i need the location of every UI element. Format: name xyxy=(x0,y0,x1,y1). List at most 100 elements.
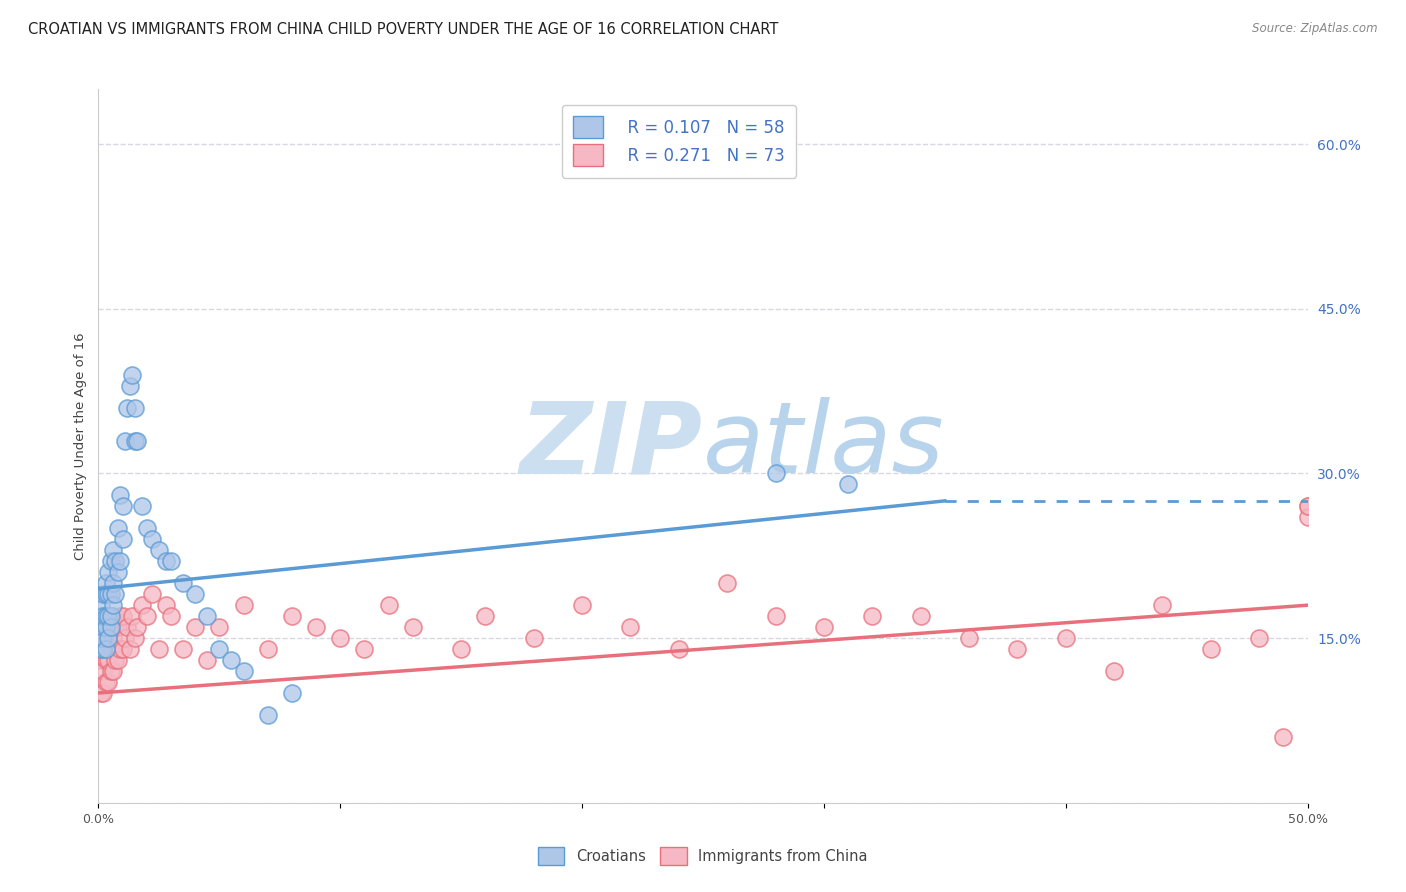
Point xyxy=(108,554,131,568)
Point xyxy=(1296,500,1319,514)
Point xyxy=(377,598,399,612)
Point xyxy=(100,642,122,657)
Text: CROATIAN VS IMMIGRANTS FROM CHINA CHILD POVERTY UNDER THE AGE OF 16 CORRELATION : CROATIAN VS IMMIGRANTS FROM CHINA CHILD … xyxy=(28,22,779,37)
Point xyxy=(107,566,129,580)
Point xyxy=(90,642,112,657)
Point xyxy=(1249,631,1271,645)
Point xyxy=(1296,510,1319,524)
Point xyxy=(135,609,157,624)
Point xyxy=(124,631,146,645)
Point xyxy=(111,533,134,547)
Point xyxy=(571,598,593,612)
Point xyxy=(97,675,120,690)
Point xyxy=(619,620,641,634)
Point xyxy=(837,477,859,491)
Point xyxy=(104,587,127,601)
Point xyxy=(141,587,163,601)
Point xyxy=(107,620,129,634)
Point xyxy=(91,664,114,678)
Point xyxy=(90,598,112,612)
Point xyxy=(160,609,183,624)
Point xyxy=(910,609,932,624)
Point xyxy=(91,587,114,601)
Point xyxy=(523,631,546,645)
Point xyxy=(91,620,114,634)
Point xyxy=(957,631,980,645)
Point xyxy=(184,620,207,634)
Point xyxy=(1102,664,1125,678)
Point xyxy=(108,609,131,624)
Point xyxy=(353,642,375,657)
Point xyxy=(107,521,129,535)
Point xyxy=(148,642,170,657)
Point xyxy=(100,620,122,634)
Point xyxy=(97,609,120,624)
Point xyxy=(97,653,120,667)
Point xyxy=(91,642,114,657)
Point xyxy=(172,576,194,591)
Point xyxy=(184,587,207,601)
Point xyxy=(100,609,122,624)
Point xyxy=(402,620,425,634)
Point xyxy=(1296,500,1319,514)
Point xyxy=(232,664,254,678)
Point xyxy=(135,521,157,535)
Point xyxy=(100,554,122,568)
Point xyxy=(114,631,136,645)
Point xyxy=(256,708,278,723)
Point xyxy=(232,598,254,612)
Point xyxy=(860,609,883,624)
Point xyxy=(111,642,134,657)
Point xyxy=(108,488,131,502)
Text: Source: ZipAtlas.com: Source: ZipAtlas.com xyxy=(1253,22,1378,36)
Point xyxy=(155,554,177,568)
Point xyxy=(1054,631,1077,645)
Text: ZIP: ZIP xyxy=(520,398,703,494)
Point xyxy=(256,642,278,657)
Point xyxy=(94,576,117,591)
Point xyxy=(208,620,231,634)
Point xyxy=(94,653,117,667)
Point xyxy=(305,620,328,634)
Point xyxy=(90,631,112,645)
Point xyxy=(100,587,122,601)
Point xyxy=(97,631,120,645)
Point xyxy=(104,620,127,634)
Point xyxy=(571,159,593,173)
Point xyxy=(94,642,117,657)
Point xyxy=(329,631,352,645)
Point xyxy=(118,378,141,392)
Point xyxy=(131,500,153,514)
Point xyxy=(121,609,143,624)
Point xyxy=(91,609,114,624)
Point xyxy=(172,642,194,657)
Point xyxy=(107,653,129,667)
Point xyxy=(94,675,117,690)
Point xyxy=(148,543,170,558)
Point xyxy=(91,620,114,634)
Point xyxy=(111,609,134,624)
Point xyxy=(765,609,787,624)
Point xyxy=(124,401,146,415)
Point xyxy=(1007,642,1029,657)
Point xyxy=(104,554,127,568)
Point xyxy=(221,653,243,667)
Point xyxy=(90,653,112,667)
Point xyxy=(131,598,153,612)
Point xyxy=(141,533,163,547)
Point xyxy=(97,620,120,634)
Point xyxy=(101,598,124,612)
Point xyxy=(91,642,114,657)
Point xyxy=(101,543,124,558)
Point xyxy=(668,642,690,657)
Legend:   R = 0.107   N = 58,   R = 0.271   N = 73: R = 0.107 N = 58, R = 0.271 N = 73 xyxy=(561,104,796,178)
Point xyxy=(91,631,114,645)
Point xyxy=(208,642,231,657)
Point xyxy=(450,642,472,657)
Point xyxy=(90,686,112,700)
Point xyxy=(1272,730,1295,744)
Point xyxy=(91,686,114,700)
Point xyxy=(127,434,149,448)
Point xyxy=(813,620,835,634)
Point xyxy=(101,609,124,624)
